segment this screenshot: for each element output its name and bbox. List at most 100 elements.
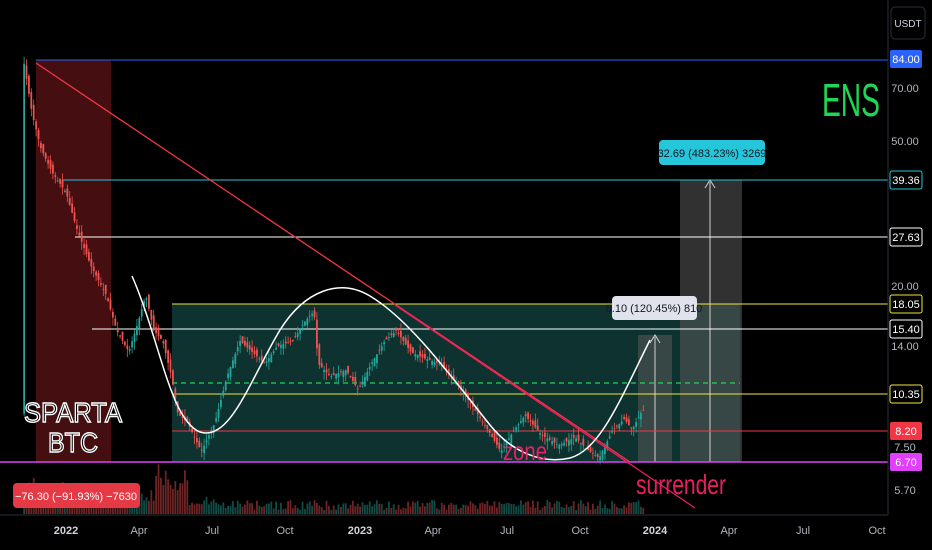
svg-text:−76.30 (−91.93%) −7630: −76.30 (−91.93%) −7630 xyxy=(15,491,137,503)
volume-bar xyxy=(512,504,515,514)
svg-text:10.35: 10.35 xyxy=(892,389,920,401)
candle-body xyxy=(92,266,95,271)
candle-body xyxy=(152,315,155,331)
volume-bar xyxy=(472,503,474,514)
volume-bar xyxy=(517,505,520,514)
volume-bar xyxy=(433,500,436,514)
volume-bar xyxy=(68,505,71,514)
candle-body xyxy=(320,363,323,368)
candle-body xyxy=(203,445,206,454)
x-tick-2022: 2022 xyxy=(54,525,78,537)
candle-body xyxy=(164,339,167,354)
candle-body xyxy=(239,340,242,346)
candle-body xyxy=(150,309,153,320)
volume-bar xyxy=(421,502,424,514)
candle-body xyxy=(431,360,434,365)
volume-bar xyxy=(244,504,246,514)
candle-body xyxy=(236,347,239,352)
gain-measure-label-2: 32.69 (483.23%) 3269 xyxy=(658,140,766,165)
candle-body xyxy=(215,418,218,422)
volume-bar xyxy=(378,503,381,514)
candle-body xyxy=(373,358,376,367)
svg-text:8.10 (120.45%) 810: 8.10 (120.45%) 810 xyxy=(606,303,703,315)
candle-body xyxy=(407,340,410,348)
volume-bar xyxy=(565,504,568,514)
candle-body xyxy=(414,354,417,357)
candle-body xyxy=(508,438,510,440)
volume-bar xyxy=(169,484,172,514)
candle-body xyxy=(580,443,582,444)
candle-body xyxy=(121,331,124,341)
volume-bar xyxy=(220,505,222,514)
volume-bar xyxy=(404,508,407,514)
candle-body xyxy=(637,417,640,419)
y-tick-7: 7.50 xyxy=(894,442,915,454)
candle-body xyxy=(277,343,280,346)
volume-bar xyxy=(630,502,633,514)
candle-body xyxy=(640,413,642,420)
volume-bar xyxy=(308,501,311,514)
volume-bar xyxy=(121,506,124,514)
volume-bar xyxy=(246,500,249,514)
projection-box-2 xyxy=(680,180,742,462)
candle-body xyxy=(572,434,575,438)
candle-body xyxy=(618,424,621,429)
candle-body xyxy=(88,252,90,261)
volume-bar xyxy=(299,509,302,514)
candle-body xyxy=(481,421,484,423)
volume-bar xyxy=(587,502,590,514)
y-tick-20: 20.00 xyxy=(891,281,919,293)
candle-body xyxy=(491,434,494,437)
volume-bar xyxy=(145,497,148,514)
candle-body xyxy=(524,414,527,417)
candle-body xyxy=(272,351,275,353)
volume-bar xyxy=(371,506,374,514)
volume-bar xyxy=(536,501,539,514)
volume-bar xyxy=(604,504,606,514)
svg-text:18.05: 18.05 xyxy=(892,299,920,311)
volume-bar xyxy=(428,502,431,514)
candle-body xyxy=(256,349,258,357)
volume-bar xyxy=(452,504,455,514)
volume-bar xyxy=(186,480,189,514)
svg-text:27.63: 27.63 xyxy=(892,232,920,244)
volume-bar xyxy=(268,503,270,514)
candle-body xyxy=(304,321,306,326)
volume-bar xyxy=(613,503,616,514)
volume-bar xyxy=(174,481,177,514)
volume-bar xyxy=(606,507,609,514)
candle-body xyxy=(241,336,244,344)
candle-body xyxy=(90,259,93,267)
currency-button[interactable]: USDT xyxy=(890,6,926,40)
candle-body xyxy=(486,424,489,430)
candle-body xyxy=(385,337,388,340)
candle-body xyxy=(364,376,366,387)
candle-body xyxy=(265,361,268,363)
candle-body xyxy=(80,231,83,242)
price-badge-84: 84.00 xyxy=(890,50,922,68)
candle-body xyxy=(217,409,220,418)
candle-body xyxy=(368,366,371,370)
volume-bar xyxy=(35,502,38,514)
volume-bar xyxy=(181,483,184,514)
candle-body xyxy=(563,442,566,446)
volume-bar xyxy=(582,503,585,514)
volume-bar xyxy=(601,507,604,514)
ticker-title: ENS xyxy=(822,74,880,126)
volume-bar xyxy=(505,503,508,514)
price-badge-39: 39.36 xyxy=(889,170,923,190)
volume-bar xyxy=(563,508,566,514)
candle-body xyxy=(124,341,126,345)
candle-body xyxy=(539,433,542,435)
surrender-label: surrender xyxy=(636,469,726,500)
volume-bar xyxy=(388,501,390,514)
volume-bar xyxy=(640,506,642,514)
candle-body xyxy=(83,244,86,248)
volume-bar xyxy=(304,509,306,514)
volume-bar xyxy=(263,506,266,514)
volume-bar xyxy=(455,504,458,514)
candle-body xyxy=(505,442,508,446)
volume-bar xyxy=(323,509,326,514)
volume-bar xyxy=(313,500,316,514)
